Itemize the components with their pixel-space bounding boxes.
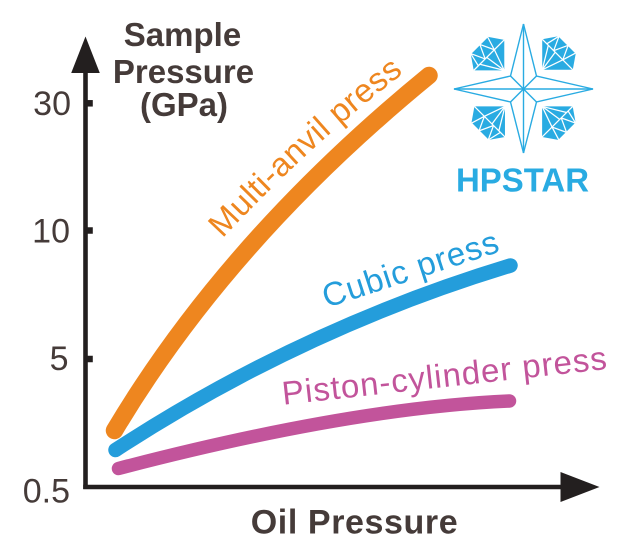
svg-text:Oil Pressure: Oil Pressure: [251, 504, 459, 542]
svg-text:Pressure: Pressure: [113, 53, 254, 90]
svg-text:0.5: 0.5: [23, 473, 70, 511]
svg-text:30: 30: [33, 85, 71, 123]
svg-text:5: 5: [50, 340, 69, 378]
svg-text:HPSTAR: HPSTAR: [456, 162, 589, 199]
svg-text:Sample: Sample: [124, 16, 241, 53]
svg-text:10: 10: [32, 213, 70, 251]
svg-text:(GPa): (GPa): [140, 86, 228, 123]
